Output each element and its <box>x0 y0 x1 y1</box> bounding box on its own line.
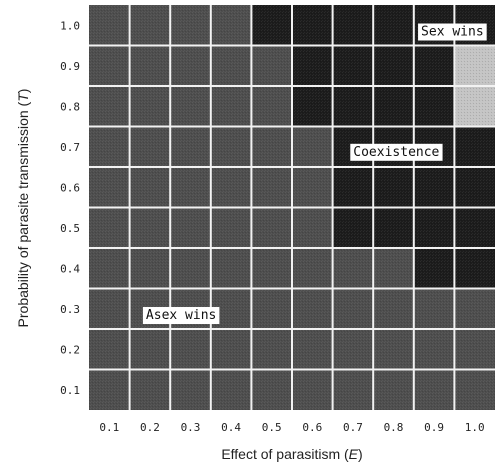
region-label-sex-wins: Sex wins <box>418 23 487 41</box>
x-tick-label: 0.1 <box>99 421 119 434</box>
y-tick-label: 0.7 <box>60 141 80 154</box>
region-label-text: Sex wins <box>421 25 484 40</box>
y-tick-label: 0.5 <box>60 222 80 235</box>
x-tick-label: 0.7 <box>343 421 363 434</box>
region-label-box <box>350 143 443 161</box>
region-label-text: Asex wins <box>146 308 216 323</box>
y-tick-label: 0.9 <box>60 60 80 73</box>
region-label-asex-wins: Asex wins <box>142 307 220 325</box>
x-tick-label: 1.0 <box>465 421 485 434</box>
y-tick-label: 1.0 <box>60 19 80 32</box>
x-tick-label: 0.8 <box>384 421 404 434</box>
region-label-coexistence: Coexistence <box>350 143 443 161</box>
x-tick-label: 0.6 <box>302 421 322 434</box>
x-tick-label: 0.9 <box>424 421 444 434</box>
y-axis-title: Probability of parasite transmission (T) <box>15 89 31 328</box>
region-label-text: Coexistence <box>353 145 439 160</box>
y-tick-label: 0.3 <box>60 303 80 316</box>
y-tick-label: 0.4 <box>60 262 80 275</box>
x-tick-label: 0.4 <box>221 421 241 434</box>
x-tick-label: 0.2 <box>140 421 160 434</box>
y-tick-label: 0.2 <box>60 343 80 356</box>
x-tick-label: 0.5 <box>262 421 282 434</box>
y-tick-label: 0.1 <box>60 384 80 397</box>
x-tick-label: 0.3 <box>181 421 201 434</box>
y-tick-label: 0.6 <box>60 181 80 194</box>
grid-lines <box>89 5 495 410</box>
x-axis-title: Effect of parasitism (E) <box>221 446 362 462</box>
y-tick-labels: 0.1 0.2 0.3 0.4 0.5 0.6 0.7 0.8 0.9 1.0 <box>60 19 80 397</box>
x-tick-labels: 0.1 0.2 0.3 0.4 0.5 0.6 0.7 0.8 0.9 1.0 <box>99 421 484 434</box>
region-labels: Sex wins Coexistence Asex wins <box>142 23 487 325</box>
region-label-box <box>142 307 220 325</box>
y-tick-label: 0.8 <box>60 100 80 113</box>
region-label-box <box>418 23 487 41</box>
